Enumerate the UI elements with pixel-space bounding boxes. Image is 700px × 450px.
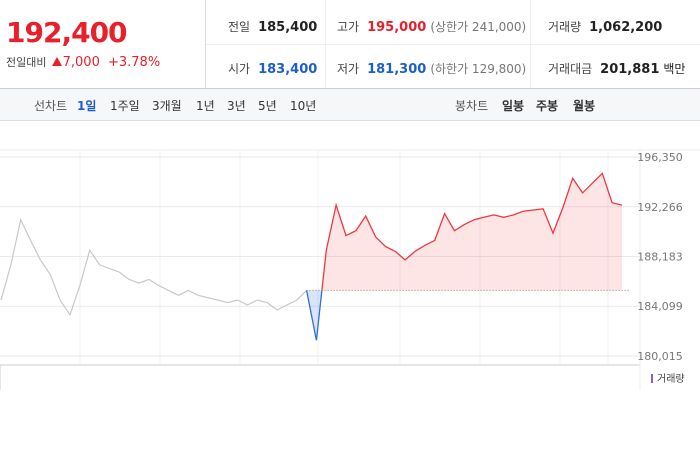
area-above <box>321 173 622 291</box>
stat-label: 저가 <box>337 62 360 76</box>
up-icon <box>51 57 62 66</box>
tab-title: 봉차트 <box>455 99 489 113</box>
y-tick-label: 184,099 <box>637 300 683 313</box>
stat-value: 183,400 <box>258 62 318 77</box>
change: 7,000 <box>62 55 100 70</box>
price: 192,400 <box>6 16 128 49</box>
stat: 거래량 1,062,200 <box>548 16 662 35</box>
y-tick-label: 180,015 <box>637 350 683 363</box>
stat-value: 185,400 <box>258 20 318 35</box>
period-tab[interactable]: 10년 <box>290 99 317 113</box>
stat: 저가 181,300 (하한가 129,800) <box>337 58 526 77</box>
divider <box>325 0 326 88</box>
period-tab[interactable]: 5년 <box>258 99 277 113</box>
stat-label: 고가 <box>337 20 360 34</box>
stat: 고가 195,000 (상한가 241,000) <box>337 16 526 35</box>
period-tab[interactable]: 3년 <box>227 99 246 113</box>
period-tab[interactable]: 1년 <box>196 99 215 113</box>
y-tick-label: 188,183 <box>637 250 683 263</box>
volume-legend: 거래량 <box>657 373 685 385</box>
y-tick-label: 196,350 <box>637 151 683 164</box>
stat-label: 거래량 <box>548 20 582 34</box>
tab-bar <box>0 89 700 121</box>
period-tab[interactable]: 1일 <box>77 99 97 113</box>
stat: 전일 185,400 <box>228 16 317 35</box>
line <box>0 217 308 317</box>
divider <box>530 0 531 88</box>
change-pct: +3.78% <box>107 55 161 70</box>
stat-extra: (상한가 241,000) <box>430 20 527 34</box>
volume-legend-swatch <box>651 374 653 383</box>
stat-value: 1,062,200 <box>589 20 663 35</box>
period-tab[interactable]: 1주일 <box>110 99 140 113</box>
stat: 거래대금 201,881 백만 <box>548 58 685 77</box>
change-label: 전일대비 <box>6 56 47 69</box>
line-above <box>306 172 623 291</box>
quote-header <box>0 0 700 89</box>
period-tab[interactable]: 3개월 <box>152 99 182 113</box>
stat-label: 시가 <box>228 62 251 76</box>
stat-value: 201,881 <box>600 62 660 77</box>
stat-value: 195,000 <box>367 20 427 35</box>
divider <box>205 0 206 88</box>
candle-tab[interactable]: 일봉 <box>502 99 525 113</box>
change-row: 전일대비 7,000 +3.78% <box>6 54 160 70</box>
stat-extra: (하한가 129,800) <box>430 62 527 76</box>
candle-tab[interactable]: 주봉 <box>536 99 559 113</box>
stat-label: 거래대금 <box>548 62 593 76</box>
chart: 180,015 184,099 188,183 192,266 196,350 거래량 <box>0 149 700 390</box>
stat: 시가 183,400 <box>228 58 317 77</box>
candle-tab[interactable]: 월봉 <box>573 99 596 113</box>
tab-title: 선차트 <box>34 99 68 113</box>
y-tick-label: 192,266 <box>637 201 683 214</box>
stat-unit: 백만 <box>663 62 686 76</box>
divider <box>206 44 700 45</box>
stat-label: 전일 <box>228 20 251 34</box>
stat-value: 181,300 <box>367 62 427 77</box>
